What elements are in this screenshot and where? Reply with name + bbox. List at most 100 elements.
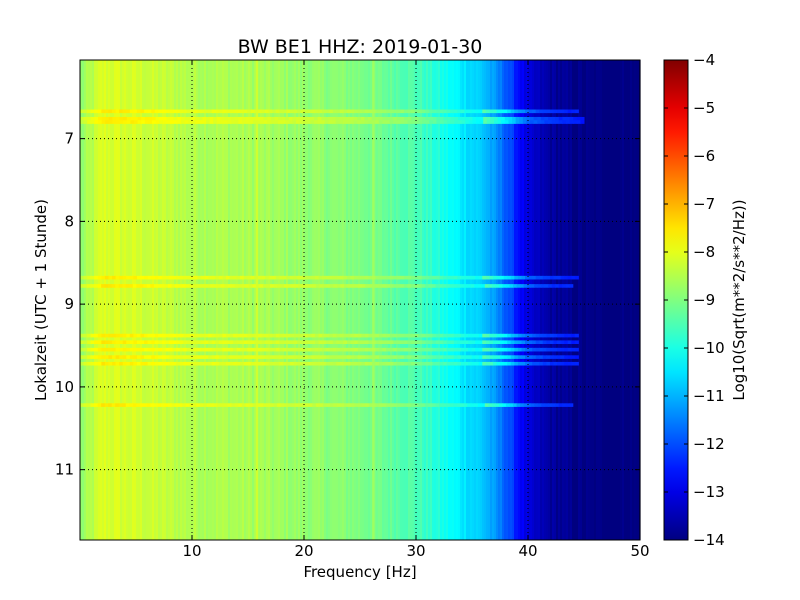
heatmap-band: [457, 347, 462, 352]
heatmap-band: [400, 347, 405, 352]
heatmap-band: [83, 355, 88, 359]
heatmap-band: [240, 347, 245, 352]
heatmap-band: [229, 333, 234, 338]
heatmap-band: [544, 403, 549, 407]
heatmap-band: [439, 275, 444, 280]
heatmap-band: [496, 355, 501, 359]
heatmap-band: [208, 333, 213, 338]
heatmap-band: [482, 361, 487, 366]
heatmap-band: [287, 403, 292, 407]
heatmap-column: [288, 60, 291, 540]
heatmap-band: [443, 361, 448, 366]
heatmap-band: [307, 275, 312, 280]
heatmap-column: [532, 60, 535, 540]
heatmap-band: [321, 116, 326, 121]
heatmap-band: [439, 333, 444, 338]
heatmap-band: [179, 347, 184, 352]
heatmap-column: [326, 60, 329, 540]
heatmap-band: [403, 333, 409, 338]
heatmap-band: [379, 340, 384, 345]
heatmap-band: [133, 109, 138, 114]
heatmap-band: [242, 116, 247, 121]
heatmap-band: [475, 109, 480, 114]
heatmap-band: [216, 120, 221, 124]
heatmap-band: [428, 340, 433, 345]
heatmap-band: [122, 347, 127, 352]
heatmap-band: [514, 109, 519, 114]
heatmap-column: [590, 60, 593, 540]
heatmap-band: [354, 340, 359, 345]
heatmap-band: [450, 109, 455, 114]
heatmap-band: [460, 275, 465, 280]
heatmap-band: [576, 120, 581, 124]
heatmap-column: [564, 60, 567, 540]
heatmap-band: [90, 340, 95, 345]
heatmap-band: [436, 116, 441, 121]
heatmap-band: [544, 284, 549, 288]
heatmap-band: [222, 361, 227, 366]
heatmap-band: [339, 361, 344, 366]
heatmap-band: [233, 333, 238, 338]
heatmap-band: [267, 116, 272, 121]
heatmap-band: [310, 120, 315, 124]
heatmap-band: [183, 340, 188, 345]
heatmap-column: [582, 60, 585, 540]
heatmap-band: [176, 355, 181, 359]
heatmap-band: [339, 355, 344, 359]
heatmap-band: [379, 403, 384, 407]
heatmap-band: [517, 340, 522, 345]
heatmap-band: [248, 403, 253, 407]
heatmap-band: [112, 355, 117, 359]
heatmap-band: [211, 109, 216, 114]
heatmap-band: [484, 403, 489, 407]
heatmap-band: [265, 340, 270, 345]
heatmap-band: [184, 116, 189, 121]
heatmap-band: [265, 275, 270, 280]
heatmap-column: [228, 60, 231, 540]
heatmap-column: [514, 60, 517, 540]
heatmap-band: [449, 284, 454, 288]
heatmap-column: [132, 60, 135, 540]
heatmap-band: [389, 355, 394, 359]
heatmap-band: [400, 284, 405, 288]
heatmap-band: [193, 275, 198, 280]
heatmap-band: [299, 116, 304, 121]
heatmap-band: [562, 120, 567, 124]
heatmap-band: [195, 116, 200, 121]
heatmap-band: [371, 120, 376, 124]
heatmap-band: [560, 361, 565, 366]
heatmap-band: [307, 355, 312, 359]
heatmap-band: [432, 403, 437, 407]
heatmap-band: [512, 120, 517, 124]
heatmap-band: [151, 275, 156, 280]
heatmap-band: [155, 116, 160, 121]
heatmap-band: [213, 284, 218, 288]
heatmap-band: [80, 347, 85, 352]
heatmap-band: [439, 340, 444, 345]
heatmap-band: [147, 347, 152, 352]
heatmap-band: [97, 347, 102, 352]
heatmap-band: [514, 340, 519, 345]
heatmap-column: [226, 60, 229, 540]
heatmap-band: [263, 116, 268, 121]
heatmap-band: [119, 361, 124, 366]
heatmap-band: [314, 275, 320, 280]
heatmap-band: [496, 275, 501, 280]
heatmap-band: [286, 347, 291, 352]
heatmap-band: [542, 361, 547, 366]
heatmap-band: [236, 361, 241, 366]
heatmap-band: [101, 361, 106, 366]
heatmap-band: [432, 355, 437, 359]
heatmap-band: [460, 340, 465, 345]
heatmap-band: [318, 109, 323, 114]
heatmap-band: [324, 120, 329, 124]
heatmap-band: [361, 284, 366, 288]
heatmap-band: [197, 355, 202, 359]
heatmap-band: [240, 275, 245, 280]
heatmap-band: [296, 120, 301, 124]
heatmap-band: [154, 347, 159, 352]
heatmap-band: [154, 355, 159, 359]
heatmap-band: [410, 403, 415, 407]
heatmap-band: [195, 120, 200, 124]
